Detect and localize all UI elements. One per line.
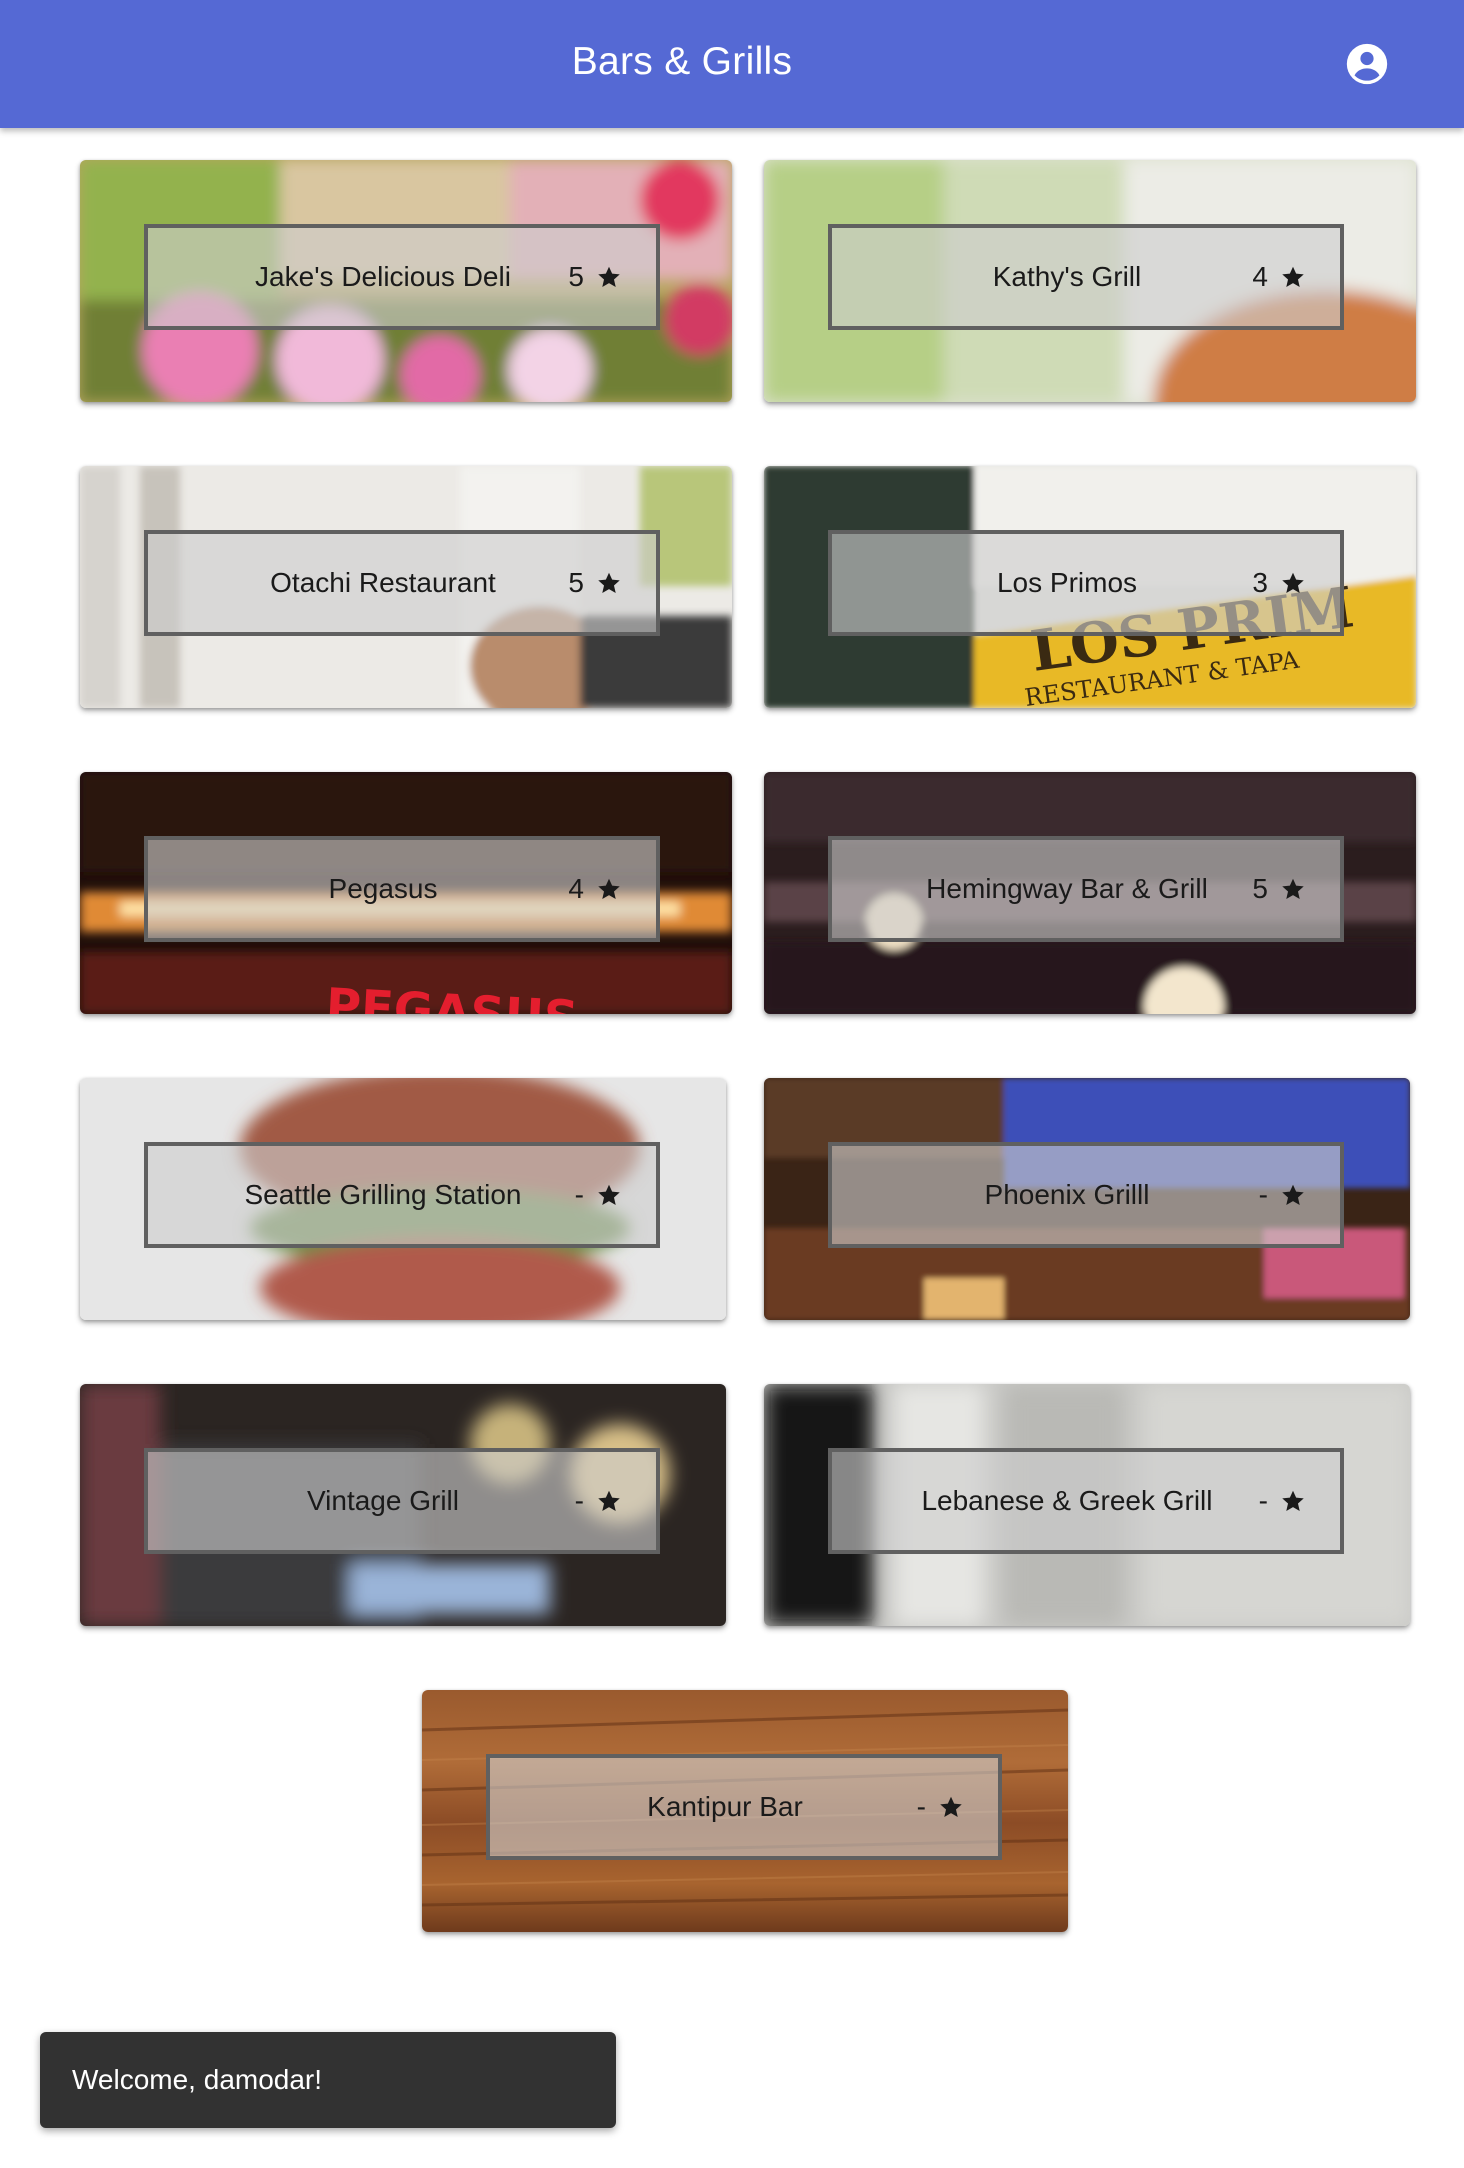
restaurant-rating: 5 <box>568 534 622 632</box>
restaurant-rating: - <box>1259 1452 1306 1550</box>
account-circle-icon <box>1346 43 1388 85</box>
restaurant-label: Los Primos 3 <box>828 530 1344 636</box>
restaurant-label: Phoenix Grilll - <box>828 1142 1344 1248</box>
star-icon <box>598 1184 620 1205</box>
restaurant-label: Lebanese & Greek Grill - <box>828 1448 1344 1554</box>
page-title: Bars & Grills <box>571 40 793 83</box>
star-icon <box>1282 878 1304 899</box>
app-bar: Bars & Grills <box>0 0 1464 128</box>
restaurant-card[interactable]: Phoenix Grilll - <box>764 1078 1410 1320</box>
restaurant-label: Kathy's Grill 4 <box>828 224 1344 330</box>
restaurant-label: Vintage Grill - <box>144 1448 660 1554</box>
rating-value: 4 <box>568 873 584 904</box>
restaurant-name: Lebanese & Greek Grill <box>921 1485 1213 1516</box>
restaurant-card[interactable]: PEGASUS Pegasus 4 <box>80 772 732 1014</box>
star-icon <box>940 1796 962 1817</box>
restaurant-name: Hemingway Bar & Grill <box>926 873 1208 904</box>
restaurant-name: Pegasus <box>328 873 438 904</box>
restaurant-rating: 5 <box>568 228 622 326</box>
restaurant-name: Seattle Grilling Station <box>244 1179 522 1210</box>
rating-value: 5 <box>1252 873 1268 904</box>
rating-value: - <box>1258 1485 1268 1516</box>
star-icon <box>1282 1490 1304 1511</box>
rating-value: 4 <box>1252 261 1268 292</box>
star-icon <box>598 266 620 287</box>
restaurant-label: Kantipur Bar - <box>486 1754 1002 1860</box>
restaurant-rating: - <box>917 1758 964 1856</box>
restaurant-card[interactable]: Seattle Grilling Station - <box>80 1078 726 1320</box>
restaurant-card[interactable]: Vintage Grill - <box>80 1384 726 1626</box>
restaurant-rating: - <box>575 1146 622 1244</box>
restaurant-label: Hemingway Bar & Grill 5 <box>828 836 1344 942</box>
star-icon <box>598 572 620 593</box>
star-icon <box>1282 266 1304 287</box>
restaurant-card[interactable]: Jake's Delicious Deli 5 <box>80 160 732 402</box>
restaurant-name: Jake's Delicious Deli <box>255 261 511 292</box>
restaurant-card[interactable]: Kantipur Bar - <box>422 1690 1068 1932</box>
restaurant-card[interactable]: Lebanese & Greek Grill - <box>764 1384 1410 1626</box>
restaurant-name: Kathy's Grill <box>992 261 1142 292</box>
rating-value: 3 <box>1252 567 1268 598</box>
rating-value: - <box>916 1791 926 1822</box>
restaurant-label: Jake's Delicious Deli 5 <box>144 224 660 330</box>
restaurant-name: Los Primos <box>996 567 1138 598</box>
restaurant-name: Phoenix Grilll <box>984 1179 1150 1210</box>
restaurant-rating: 4 <box>568 840 622 938</box>
restaurant-name: Vintage Grill <box>306 1485 459 1516</box>
rating-value: 5 <box>568 567 584 598</box>
restaurant-name: Otachi Restaurant <box>270 567 496 598</box>
star-icon <box>1282 1184 1304 1205</box>
restaurant-label: Otachi Restaurant 5 <box>144 530 660 636</box>
account-button[interactable] <box>1345 42 1389 86</box>
rating-value: - <box>574 1485 584 1516</box>
restaurant-card[interactable]: LOS PRIM RESTAURANT & TAPA Los Primos 3 <box>764 466 1416 708</box>
restaurant-rating: - <box>1259 1146 1306 1244</box>
welcome-snackbar: Welcome, damodar! <box>40 2032 616 2128</box>
restaurant-name: Kantipur Bar <box>647 1791 803 1822</box>
rating-value: - <box>574 1179 584 1210</box>
restaurant-card[interactable]: Otachi Restaurant 5 <box>80 466 732 708</box>
restaurant-rating: 4 <box>1252 228 1306 326</box>
restaurant-rating: - <box>575 1452 622 1550</box>
star-icon <box>1282 572 1304 593</box>
restaurant-rating: 5 <box>1252 840 1306 938</box>
restaurant-label: Seattle Grilling Station - <box>144 1142 660 1248</box>
rating-value: - <box>1258 1179 1268 1210</box>
star-icon <box>598 878 620 899</box>
restaurant-card[interactable]: Hemingway Bar & Grill 5 <box>764 772 1416 1014</box>
restaurant-rating: 3 <box>1252 534 1306 632</box>
star-icon <box>598 1490 620 1511</box>
restaurant-label: Pegasus 4 <box>144 836 660 942</box>
restaurant-card[interactable]: Kathy's Grill 4 <box>764 160 1416 402</box>
rating-value: 5 <box>568 261 584 292</box>
